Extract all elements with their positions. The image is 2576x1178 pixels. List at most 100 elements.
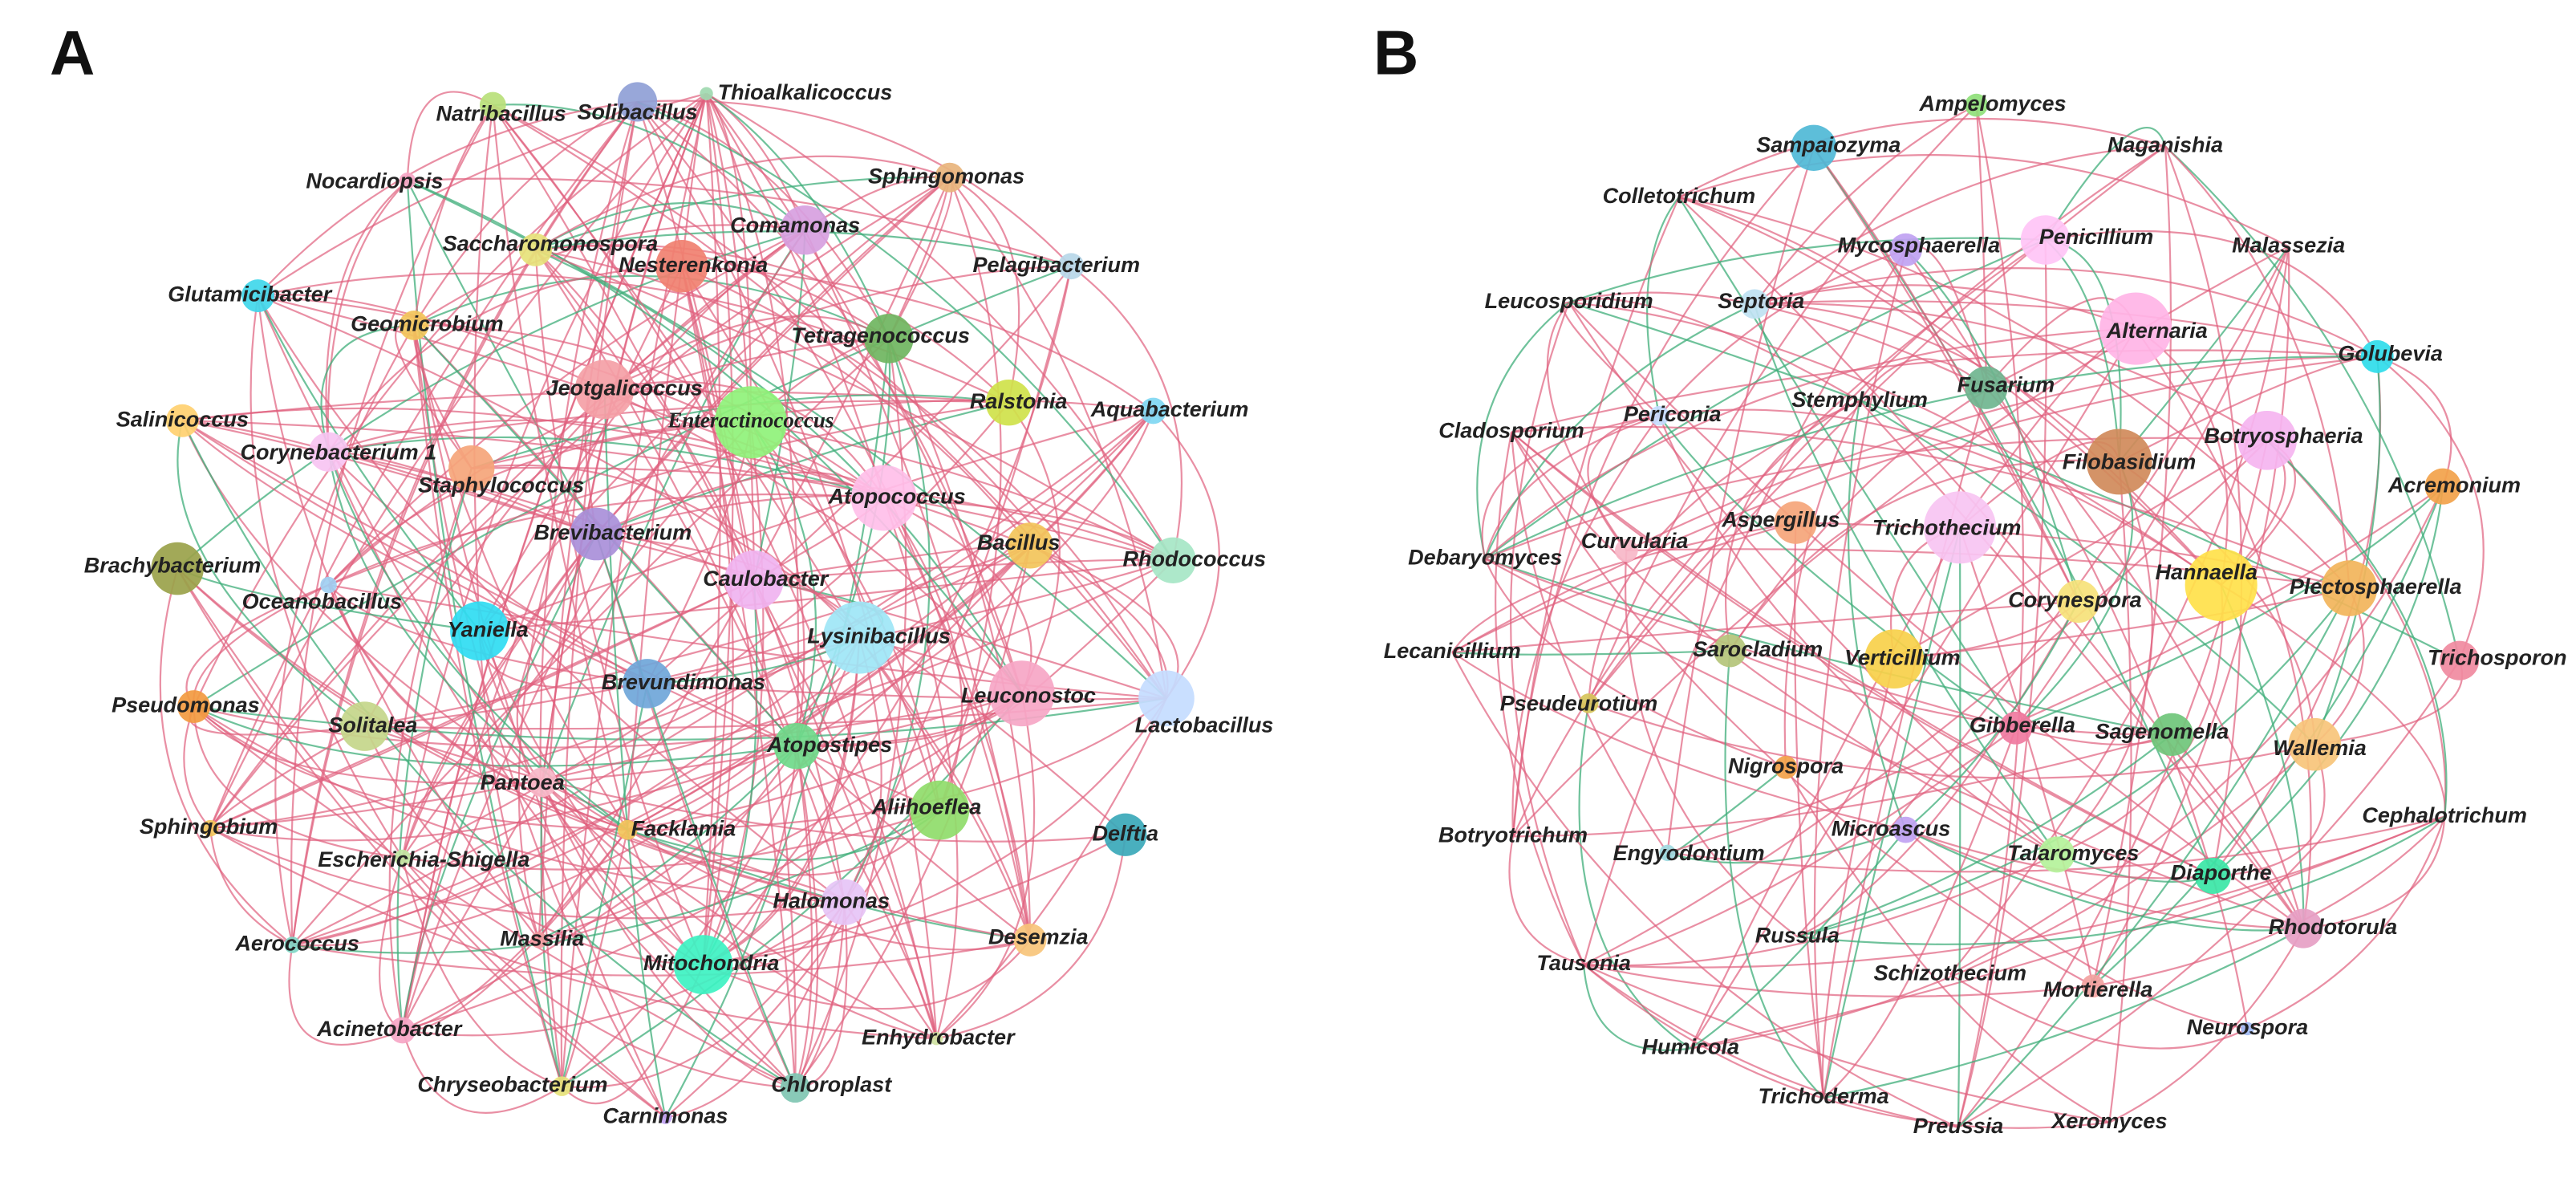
node-label: Pantoea bbox=[481, 770, 565, 794]
node bbox=[2020, 215, 2071, 265]
edge bbox=[949, 177, 1020, 403]
edge bbox=[401, 857, 796, 1089]
node bbox=[1140, 397, 1166, 424]
edge bbox=[2213, 744, 2326, 877]
edge bbox=[291, 338, 890, 946]
edge bbox=[1484, 558, 1787, 769]
edge bbox=[401, 857, 562, 1087]
edge bbox=[1583, 964, 1959, 1128]
node-label: Acinetobacter bbox=[316, 1017, 463, 1041]
edge bbox=[1666, 147, 1815, 853]
edge bbox=[492, 104, 860, 639]
node bbox=[339, 701, 390, 751]
node-label: Rhodococcus bbox=[1123, 546, 1267, 571]
edge bbox=[1511, 349, 2378, 433]
edge bbox=[517, 388, 606, 940]
node bbox=[780, 205, 830, 255]
edge bbox=[627, 637, 860, 831]
edge bbox=[534, 249, 755, 581]
edge bbox=[1729, 459, 2120, 652]
edge bbox=[1957, 587, 2351, 1128]
node-label: Naganishia bbox=[2107, 132, 2223, 156]
edge bbox=[627, 829, 1031, 951]
edge bbox=[1812, 147, 2214, 876]
node bbox=[527, 767, 558, 798]
node-label: Periconia bbox=[1624, 402, 1722, 426]
edge bbox=[535, 201, 805, 251]
edge bbox=[637, 100, 890, 339]
edge bbox=[493, 104, 806, 231]
edge bbox=[796, 410, 1154, 747]
edge bbox=[562, 901, 846, 1088]
edge bbox=[325, 180, 408, 453]
node-label: Humicola bbox=[1641, 1035, 1739, 1059]
node bbox=[2185, 548, 2258, 622]
edge bbox=[1783, 400, 1861, 768]
node-label: Nocardiopsis bbox=[306, 169, 443, 193]
edge bbox=[406, 180, 598, 535]
node bbox=[1892, 816, 1919, 843]
node bbox=[2360, 339, 2394, 373]
edge bbox=[1690, 743, 2316, 1050]
node-label: Yaniella bbox=[448, 617, 529, 641]
node-label: Schizothecium bbox=[1874, 961, 2027, 985]
edge bbox=[1625, 550, 1798, 938]
edge bbox=[705, 93, 756, 580]
edge bbox=[478, 631, 540, 940]
edge bbox=[753, 230, 806, 581]
edge bbox=[2302, 816, 2446, 930]
node-label: Caulobacter bbox=[703, 567, 830, 591]
edge bbox=[478, 631, 628, 831]
edge bbox=[627, 410, 1154, 831]
edge bbox=[882, 497, 963, 811]
node-label: Septoria bbox=[1718, 289, 1804, 313]
edge bbox=[1070, 265, 1183, 561]
node bbox=[530, 932, 547, 948]
edge bbox=[1587, 415, 1660, 551]
edge bbox=[1667, 815, 2445, 873]
edge bbox=[413, 274, 890, 339]
edge bbox=[412, 325, 563, 1087]
edge bbox=[193, 705, 797, 767]
edge bbox=[292, 745, 797, 947]
node bbox=[988, 660, 1055, 727]
node-label: Thioalkalicoccus bbox=[718, 80, 893, 104]
node-label: Sphingomonas bbox=[868, 164, 1024, 188]
edge bbox=[1568, 298, 1860, 402]
edge bbox=[181, 420, 648, 684]
node bbox=[2440, 640, 2480, 680]
edge bbox=[538, 745, 798, 941]
node bbox=[773, 723, 820, 770]
node-label: Corynespora bbox=[2008, 588, 2142, 612]
node bbox=[151, 542, 204, 595]
node bbox=[1615, 538, 1638, 563]
node-label: Tetragenococcus bbox=[791, 323, 970, 347]
edge bbox=[292, 636, 860, 946]
node bbox=[1864, 629, 1925, 689]
edge bbox=[1583, 964, 1691, 1051]
edge bbox=[1584, 853, 2058, 967]
edge bbox=[1797, 733, 2172, 938]
edge bbox=[1859, 400, 2304, 929]
node bbox=[617, 82, 658, 122]
edge bbox=[2108, 928, 2305, 1123]
node-label: Glutamicibacter bbox=[168, 282, 333, 307]
edge bbox=[209, 92, 708, 829]
edge bbox=[479, 559, 1174, 632]
node bbox=[1774, 501, 1817, 544]
edge bbox=[1821, 658, 1896, 1099]
edge bbox=[794, 745, 813, 1089]
edge bbox=[2376, 355, 2452, 487]
edge bbox=[2246, 816, 2446, 1030]
edge bbox=[1583, 964, 2094, 997]
node-label: Botryosphaeria bbox=[2204, 424, 2363, 448]
edge bbox=[1658, 415, 2058, 855]
node bbox=[2241, 1022, 2254, 1036]
edge bbox=[193, 693, 1022, 749]
edge bbox=[414, 324, 885, 499]
edge bbox=[1905, 829, 2213, 879]
edge bbox=[2314, 356, 2381, 745]
edge bbox=[702, 266, 1073, 965]
edge bbox=[538, 693, 1023, 941]
edge bbox=[328, 451, 755, 581]
